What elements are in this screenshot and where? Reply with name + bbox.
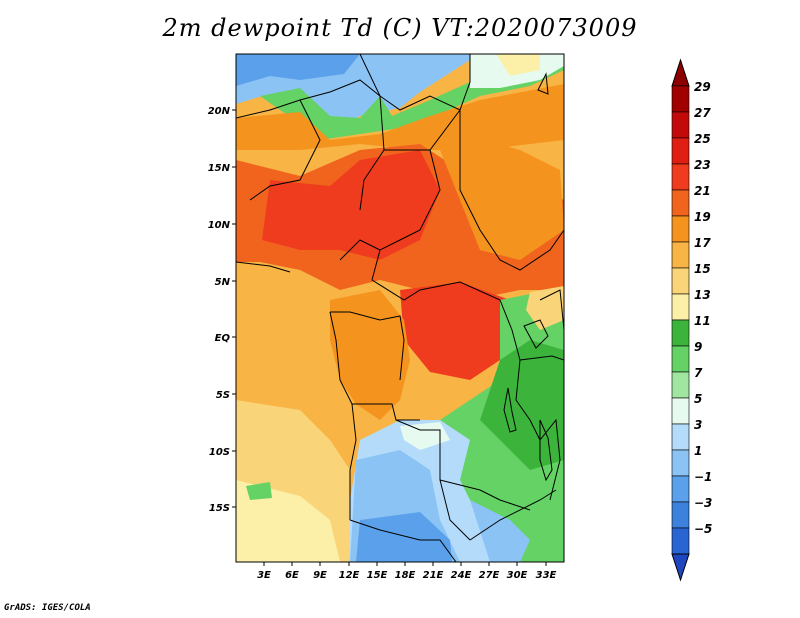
colorbar-label: 21 bbox=[694, 184, 711, 198]
colorbar-label: 15 bbox=[694, 262, 711, 276]
lat-label: 10N bbox=[208, 220, 231, 231]
lon-label: 18E bbox=[395, 570, 416, 581]
colorbar-label: 13 bbox=[694, 288, 711, 302]
colorbar-swatch bbox=[671, 371, 690, 399]
colorbar-label: −5 bbox=[694, 522, 712, 536]
grads-credit: GrADS: IGES/COLA bbox=[4, 603, 91, 613]
lon-label: 30E bbox=[507, 570, 528, 581]
lon-label: 6E bbox=[285, 570, 299, 581]
colorbar-label: 25 bbox=[694, 132, 711, 146]
lat-label: 10S bbox=[209, 447, 230, 458]
colorbar-swatch bbox=[671, 423, 690, 451]
lat-label: 15N bbox=[208, 163, 231, 174]
colorbar-label: 11 bbox=[694, 314, 711, 328]
colorbar-label: −1 bbox=[694, 470, 712, 484]
colorbar-label: 17 bbox=[694, 236, 711, 250]
lon-label: 27E bbox=[479, 570, 500, 581]
lon-label: 12E bbox=[339, 570, 360, 581]
colorbar-label: 5 bbox=[694, 392, 702, 406]
colorbar-swatch bbox=[671, 85, 690, 113]
colorbar-bottom-arrow bbox=[671, 553, 690, 582]
colorbar-swatch bbox=[671, 163, 690, 191]
colorbar-swatch bbox=[671, 267, 690, 295]
dewpoint-field bbox=[236, 54, 564, 562]
colorbar-swatch bbox=[671, 501, 690, 529]
colorbar-swatch bbox=[671, 241, 690, 269]
lat-label: 15S bbox=[209, 503, 230, 514]
colorbar-swatch bbox=[671, 475, 690, 503]
colorbar-swatch bbox=[671, 215, 690, 243]
lon-label: 15E bbox=[367, 570, 388, 581]
lon-label: 3E bbox=[257, 570, 271, 581]
colorbar-label: 7 bbox=[694, 366, 703, 380]
lon-label: 33E bbox=[536, 570, 557, 581]
colorbar-label: 29 bbox=[694, 80, 711, 94]
colorbar-swatch bbox=[671, 293, 690, 321]
colorbar-swatch bbox=[671, 137, 690, 165]
colorbar-swatch bbox=[671, 449, 690, 477]
map-frame bbox=[235, 53, 565, 563]
colorbar-swatch bbox=[671, 397, 690, 425]
lon-label: 24E bbox=[451, 570, 472, 581]
lakes bbox=[503, 72, 553, 482]
colorbar-label: 27 bbox=[694, 106, 711, 120]
colorbar-swatch bbox=[671, 345, 690, 373]
lon-label: 21E bbox=[423, 570, 444, 581]
colorbar-swatch bbox=[671, 319, 690, 347]
colorbar-label: −3 bbox=[694, 496, 712, 510]
colorbar-swatch bbox=[671, 527, 690, 555]
colorbar-top-arrow bbox=[671, 58, 690, 87]
country-borders bbox=[236, 54, 564, 562]
lon-label: 9E bbox=[313, 570, 327, 581]
lon-axis: 3E 6E 9E 12E 15E 18E 21E 24E 27E 30E 33E bbox=[257, 562, 557, 581]
lat-label: 5N bbox=[215, 277, 231, 288]
colorbar-label: 19 bbox=[694, 210, 711, 224]
colorbar-label: 3 bbox=[694, 418, 702, 432]
colorbar-label: 23 bbox=[694, 158, 711, 172]
colorbar-label: 9 bbox=[694, 340, 702, 354]
colorbar-label: 1 bbox=[694, 444, 702, 458]
lat-label: 5S bbox=[216, 390, 230, 401]
colorbar-swatch bbox=[671, 189, 690, 217]
map-title: 2m dewpoint Td (C) VT:2020073009 bbox=[162, 14, 638, 42]
lat-axis: 20N 15N 10N 5N EQ 5S 10S 15S bbox=[208, 106, 236, 514]
lat-label: EQ bbox=[215, 333, 231, 344]
colorbar: 29 27 25 23 21 19 17 15 13 11 9 7 5 3 1 −1 −3 −5 bbox=[671, 58, 712, 582]
lat-label: 20N bbox=[208, 106, 231, 117]
colorbar-swatch bbox=[671, 111, 690, 139]
